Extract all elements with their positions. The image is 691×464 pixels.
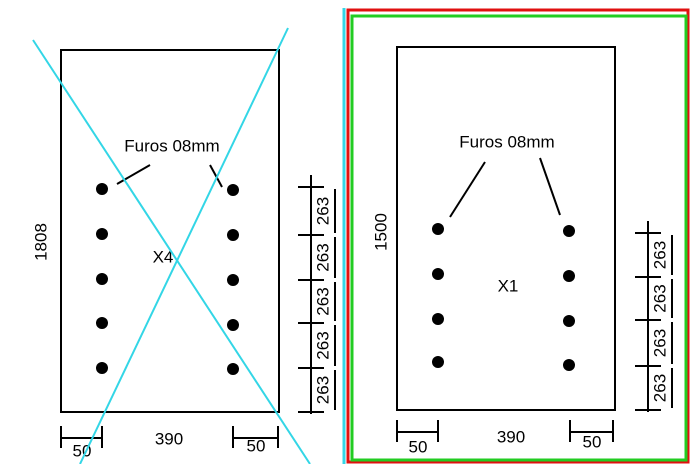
plate — [60, 49, 280, 413]
hole — [227, 319, 239, 331]
spacing-label: 263 — [650, 241, 669, 269]
spacing-label: 263 — [313, 197, 332, 225]
hole-label: Furos 08mm — [124, 136, 219, 155]
hole — [432, 223, 444, 235]
hole — [96, 317, 108, 329]
hole — [432, 356, 444, 368]
hole — [227, 274, 239, 286]
margin-label: 50 — [409, 437, 428, 456]
plate — [396, 46, 616, 411]
spacing-label: 263 — [650, 284, 669, 312]
spacing-label: 263 — [650, 329, 669, 357]
width-label: 390 — [497, 427, 525, 446]
leader — [116, 164, 151, 185]
hole — [563, 315, 575, 327]
cross-line — [32, 39, 311, 464]
spacing-label: 263 — [313, 331, 332, 359]
margin-label: 50 — [583, 432, 602, 451]
quantity-label: X1 — [498, 276, 519, 295]
hole — [227, 363, 239, 375]
hole — [96, 362, 108, 374]
spacing-label: 263 — [313, 376, 332, 404]
leader — [539, 157, 561, 216]
height-label: 1808 — [31, 223, 50, 261]
hole — [432, 313, 444, 325]
spacing-label: 263 — [313, 243, 332, 271]
margin-label: 50 — [247, 436, 266, 455]
width-label: 390 — [155, 429, 183, 448]
spacing-label: 263 — [313, 287, 332, 315]
hole — [563, 359, 575, 371]
leader — [449, 161, 486, 218]
hole — [96, 228, 108, 240]
quantity-label: X4 — [153, 247, 174, 266]
green-frame — [350, 14, 688, 462]
hole — [563, 270, 575, 282]
hole — [96, 273, 108, 285]
red-frame — [346, 8, 690, 464]
hole — [227, 184, 239, 196]
margin-label: 50 — [73, 441, 92, 460]
hole — [563, 225, 575, 237]
hole-label: Furos 08mm — [459, 132, 554, 151]
spacing-label: 263 — [650, 374, 669, 402]
hole — [227, 229, 239, 241]
leader — [209, 164, 223, 188]
hole — [432, 268, 444, 280]
height-label: 1500 — [371, 213, 390, 251]
cross-line — [79, 27, 289, 464]
hole — [96, 183, 108, 195]
